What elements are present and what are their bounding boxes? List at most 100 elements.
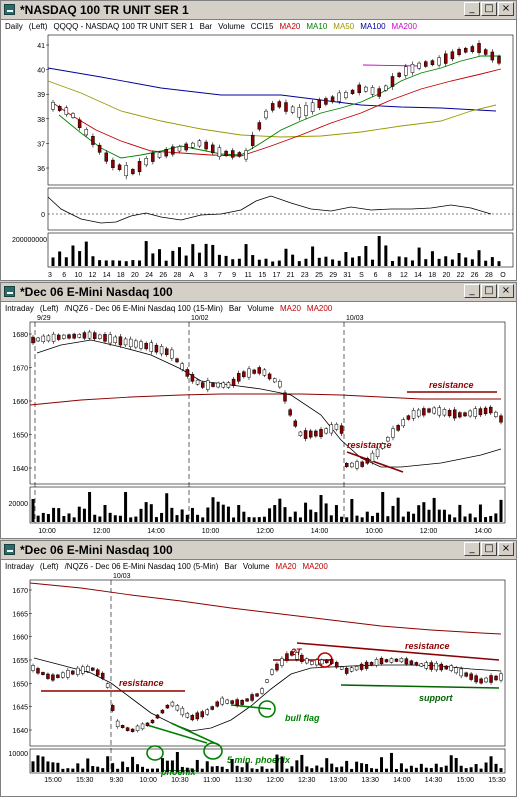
price-candle — [108, 334, 112, 344]
title-bar[interactable]: *Dec 06 E-Mini Nasdaq 100 _ □ × — [1, 283, 516, 302]
volume-bar — [121, 761, 125, 772]
volume-bar — [468, 513, 472, 522]
price-candle — [250, 694, 254, 701]
price-candle — [298, 431, 303, 436]
price-candle — [477, 43, 481, 53]
price-candle — [157, 152, 162, 158]
volume-bar — [66, 768, 70, 772]
volume-bar — [185, 514, 189, 522]
price-candle — [424, 662, 429, 669]
volume-bar — [104, 260, 108, 266]
volume-bar — [31, 498, 35, 522]
volume-bar — [103, 504, 107, 522]
volume-bar — [106, 756, 110, 772]
price-candle — [344, 92, 348, 99]
price-candle — [303, 430, 308, 439]
volume-bar — [180, 766, 184, 772]
chart-app-icon[interactable] — [4, 544, 15, 555]
volume-bar — [197, 252, 201, 266]
price-candle — [77, 119, 82, 128]
close-button[interactable]: × — [498, 2, 514, 16]
intraday-15min-chart[interactable]: 1680 1670 1660 1650 1640 20000 9/29 10/02 10/… — [1, 315, 516, 539]
maximize-button[interactable]: □ — [481, 2, 497, 16]
volume-bar — [409, 765, 413, 772]
volume-bar — [225, 768, 229, 772]
price-candle — [494, 411, 498, 417]
time-tick-label: 25 — [315, 272, 323, 279]
volume-bar — [357, 256, 361, 266]
chart-app-icon[interactable] — [4, 286, 15, 297]
price-candle — [437, 57, 441, 66]
resistance-annotation: resistance — [347, 440, 392, 450]
volume-bar — [180, 509, 184, 522]
volume-bar — [31, 761, 35, 772]
price-candle — [419, 663, 424, 667]
title-bar[interactable]: *Dec 06 E-Mini Nasdaq 100 _ □ × — [1, 541, 516, 560]
volume-bar — [84, 241, 88, 266]
volume-bar — [151, 253, 155, 266]
cci-tick-label: 0 — [41, 212, 45, 219]
price-candle — [215, 701, 219, 707]
volume-bar — [464, 768, 468, 772]
volume-bar — [126, 767, 130, 772]
price-candle — [401, 419, 406, 427]
chart-app-icon[interactable] — [4, 4, 15, 15]
time-tick-label: 10 — [74, 272, 82, 279]
price-candle — [164, 149, 168, 157]
price-candle — [404, 66, 408, 76]
minimize-button[interactable]: _ — [464, 542, 480, 556]
volume-bar — [129, 517, 133, 522]
minimize-button[interactable]: _ — [464, 284, 480, 298]
volume-bar — [489, 515, 493, 522]
price-tick-label: 1665 — [12, 611, 28, 618]
price-candle — [144, 342, 148, 350]
volume-bar — [273, 505, 277, 522]
volume-bar — [205, 761, 209, 772]
volume-bar — [278, 498, 282, 522]
price-candle — [64, 107, 69, 115]
ma100-label: MA100 — [360, 22, 386, 31]
price-candle — [111, 159, 115, 169]
volume-bar — [237, 505, 241, 522]
price-candle — [267, 373, 272, 380]
title-bar[interactable]: *NASDAQ 100 TR UNIT SER 1 _ □ × — [1, 1, 516, 20]
price-candle — [450, 51, 455, 60]
price-candle — [270, 669, 274, 675]
maximize-button[interactable]: □ — [481, 542, 497, 556]
volume-bar — [165, 493, 169, 522]
minimize-button[interactable]: _ — [464, 2, 480, 16]
volume-bar — [116, 768, 120, 772]
ma50-label: MA50 — [333, 22, 355, 31]
volume-bar — [184, 255, 188, 266]
price-candle — [257, 122, 262, 130]
price-candle — [458, 412, 462, 418]
volume-bar — [57, 508, 61, 522]
price-candle — [180, 707, 185, 716]
close-button[interactable]: × — [498, 284, 514, 298]
volume-bar — [171, 250, 175, 266]
price-candle — [447, 410, 452, 417]
maximize-button[interactable]: □ — [481, 284, 497, 298]
volume-bar — [499, 499, 503, 522]
volume-bar — [277, 260, 281, 266]
price-candle — [235, 699, 239, 706]
price-candle — [416, 409, 421, 417]
volume-bar — [211, 244, 215, 266]
volume-bar — [206, 507, 210, 522]
volume-bar — [144, 502, 148, 522]
price-candle — [304, 105, 308, 116]
volume-bar — [211, 497, 215, 522]
volume-bar — [484, 260, 488, 266]
volume-bar — [275, 754, 279, 772]
ma200-label: MA200 — [306, 304, 333, 313]
time-tick-label: 15 — [258, 272, 266, 279]
volume-bar — [111, 260, 115, 266]
time-tick-label: 10:00 — [139, 777, 157, 784]
price-candle — [210, 706, 214, 710]
time-tick-label: 28 — [485, 272, 493, 279]
volume-bar — [252, 517, 256, 522]
price-candle — [380, 443, 385, 449]
close-button[interactable]: × — [498, 542, 514, 556]
